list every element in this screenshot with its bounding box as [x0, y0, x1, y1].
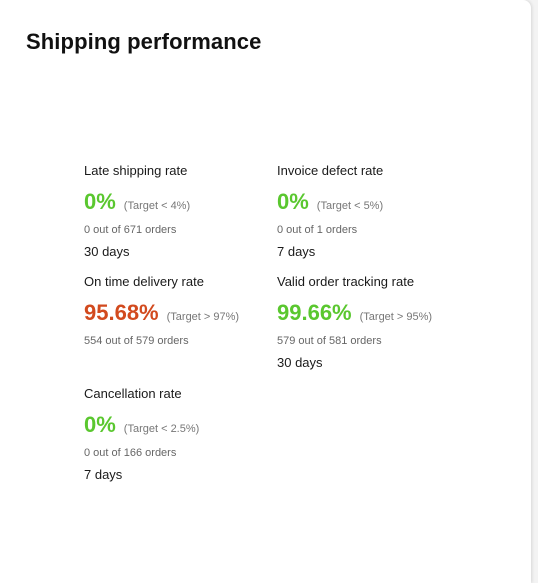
metric-value: 0% — [84, 189, 116, 214]
metric-value-row: 99.66% (Target > 95%) — [277, 301, 467, 325]
metric-order-count: 579 out of 581 orders — [277, 335, 382, 347]
metric-label: Invoice defect rate — [277, 163, 384, 178]
metric-time-window: 30 days — [84, 244, 130, 259]
metric-target: (Target < 4%) — [123, 200, 191, 212]
metric-label: On time delivery rate — [84, 274, 204, 289]
metric-label: Valid order tracking rate — [277, 274, 415, 289]
metric-target: (Target < 2.5%) — [123, 423, 200, 435]
metric-order-count: 0 out of 1 orders — [277, 224, 358, 236]
metric-time-window: 7 days — [84, 467, 123, 482]
metric-order-count: 554 out of 579 orders — [84, 335, 189, 347]
metric-value-row: 95.68% (Target > 97%) — [84, 301, 274, 325]
metric-target: (Target > 97%) — [166, 311, 240, 323]
metric-cancellation-rate: Cancellation rate 0% (Target < 2.5%) 0 o… — [84, 385, 274, 484]
metric-value: 99.66% — [277, 300, 352, 325]
card-title: Shipping performance — [26, 29, 262, 54]
metric-value-row: 0% (Target < 2.5%) — [84, 413, 274, 437]
metric-value-row: 0% (Target < 5%) — [277, 190, 467, 214]
metric-valid-order-tracking-rate: Valid order tracking rate 99.66% (Target… — [277, 273, 467, 372]
metric-target: (Target > 95%) — [359, 311, 433, 323]
metric-value: 95.68% — [84, 300, 159, 325]
metric-label: Cancellation rate — [84, 386, 182, 401]
metric-invoice-defect-rate: Invoice defect rate 0% (Target < 5%) 0 o… — [277, 162, 467, 261]
metric-order-count: 0 out of 671 orders — [84, 224, 177, 236]
metric-target: (Target < 5%) — [316, 200, 384, 212]
metric-order-count: 0 out of 166 orders — [84, 447, 177, 459]
metric-value: 0% — [277, 189, 309, 214]
metric-on-time-delivery-rate: On time delivery rate 95.68% (Target > 9… — [84, 273, 274, 349]
metric-value: 0% — [84, 412, 116, 437]
metric-time-window: 30 days — [277, 355, 323, 370]
metric-time-window: 7 days — [277, 244, 316, 259]
metric-label: Late shipping rate — [84, 163, 188, 178]
metric-late-shipping-rate: Late shipping rate 0% (Target < 4%) 0 ou… — [84, 162, 274, 261]
metric-value-row: 0% (Target < 4%) — [84, 190, 274, 214]
